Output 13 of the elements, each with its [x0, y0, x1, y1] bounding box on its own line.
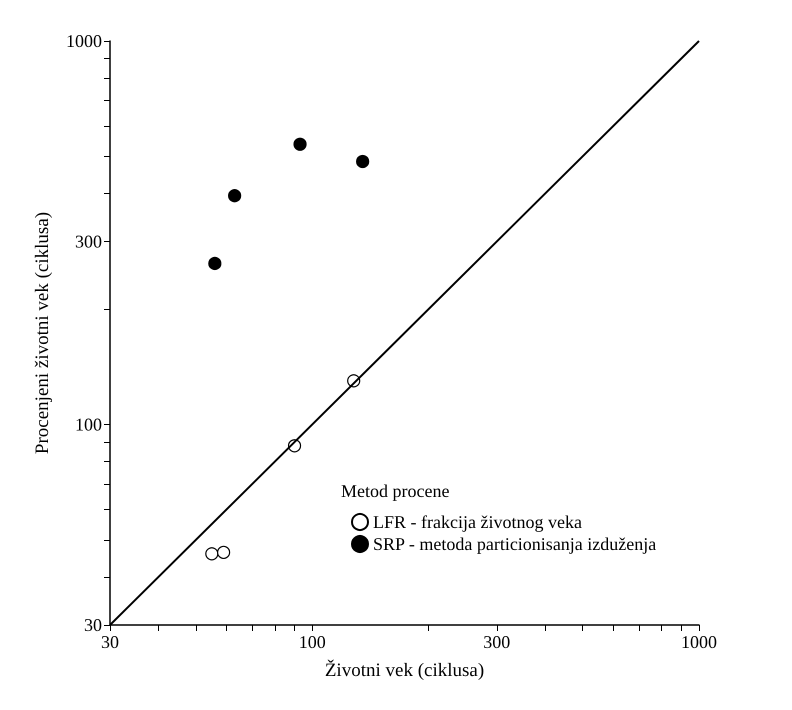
legend-label: LFR - frakcija životnog veka [373, 512, 582, 532]
y-tick-label: 100 [75, 414, 102, 434]
x-tick-label: 100 [298, 632, 326, 652]
legend-title: Metod procene [341, 481, 450, 501]
y-tick-label: 30 [84, 615, 102, 635]
x-tick-label: 300 [483, 632, 510, 652]
x-tick-label: 30 [101, 632, 119, 652]
y-axis-title: Procenjeni životni vek (ciklusa) [32, 212, 53, 454]
x-axis-title: Životni vek (ciklusa) [324, 659, 484, 681]
y-tick-label: 300 [75, 232, 102, 252]
legend-label: SRP - metoda particionisanja izduženja [373, 534, 656, 554]
y-tick-label: 1000 [66, 31, 102, 51]
x-tick-label: 1000 [681, 632, 717, 652]
